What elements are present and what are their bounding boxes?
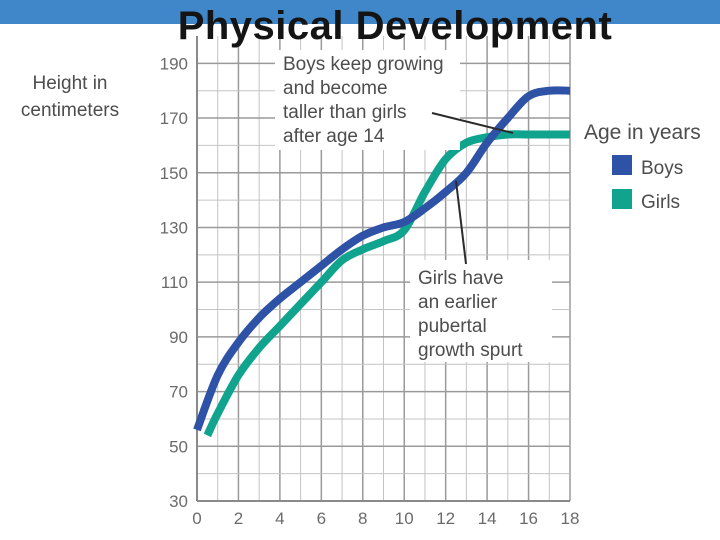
- y-tick-label: 50: [169, 437, 188, 456]
- y-tick-label: 190: [160, 54, 188, 73]
- y-tick-label: 70: [169, 383, 188, 402]
- y-axis-label-line-2: centimeters: [21, 100, 119, 121]
- legend-label-boys: Boys: [641, 158, 683, 179]
- slide-title: Physical Development: [177, 4, 613, 48]
- legend-swatch-boys: [612, 155, 632, 175]
- x-tick-label: 0: [192, 509, 201, 528]
- x-tick-label: 6: [317, 509, 326, 528]
- y-tick-label: 150: [160, 164, 188, 183]
- x-tick-label: 16: [519, 509, 538, 528]
- y-axis-ticks: 30 50 70 90 110 130 150 170 190: [160, 54, 188, 511]
- y-tick-label: 90: [169, 328, 188, 347]
- annotation-girls-line-2: an earlier: [418, 292, 498, 313]
- annotation-boys-line-2: and become: [283, 78, 388, 99]
- title-bar-background: [0, 0, 720, 24]
- x-tick-label: 12: [436, 509, 455, 528]
- series-line-girls: [203, 130, 570, 438]
- series-line-boys: [193, 86, 571, 432]
- y-tick-label: 170: [160, 109, 188, 128]
- legend-label-girls: Girls: [641, 192, 680, 213]
- annotation-girls-box: [410, 260, 552, 362]
- annotation-boys-line-1: Boys keep growing: [283, 54, 444, 75]
- legend-swatch-girls: [612, 189, 632, 209]
- x-tick-label: 8: [358, 509, 367, 528]
- annotation-boys-pointer: [431, 112, 514, 134]
- y-axis-label-line-1: Height in: [33, 73, 108, 94]
- annotation-girls-line-4: growth spurt: [418, 340, 523, 361]
- annotation-girls-line-3: pubertal: [418, 316, 487, 337]
- y-tick-label: 130: [160, 218, 188, 237]
- annotation-boys-line-4: after age 14: [283, 126, 385, 147]
- x-axis-ticks: 0 2 4 6 8 10 12 14 16 18: [192, 509, 579, 528]
- chart-series: [193, 86, 571, 438]
- x-tick-label: 4: [275, 509, 284, 528]
- legend-title: Age in years: [584, 121, 701, 144]
- x-tick-label: 10: [395, 509, 414, 528]
- x-tick-label: 18: [561, 509, 580, 528]
- y-tick-label: 110: [161, 273, 188, 292]
- y-tick-label: 30: [169, 492, 188, 511]
- annotation-girls-line-1: Girls have: [418, 268, 504, 289]
- legend-box: [574, 114, 720, 218]
- x-tick-label: 2: [234, 509, 243, 528]
- annotation-girls-pointer: [455, 180, 467, 265]
- x-tick-label: 14: [478, 509, 497, 528]
- annotation-boys-box: [275, 50, 460, 150]
- annotation-boys-line-3: taller than girls: [283, 102, 407, 123]
